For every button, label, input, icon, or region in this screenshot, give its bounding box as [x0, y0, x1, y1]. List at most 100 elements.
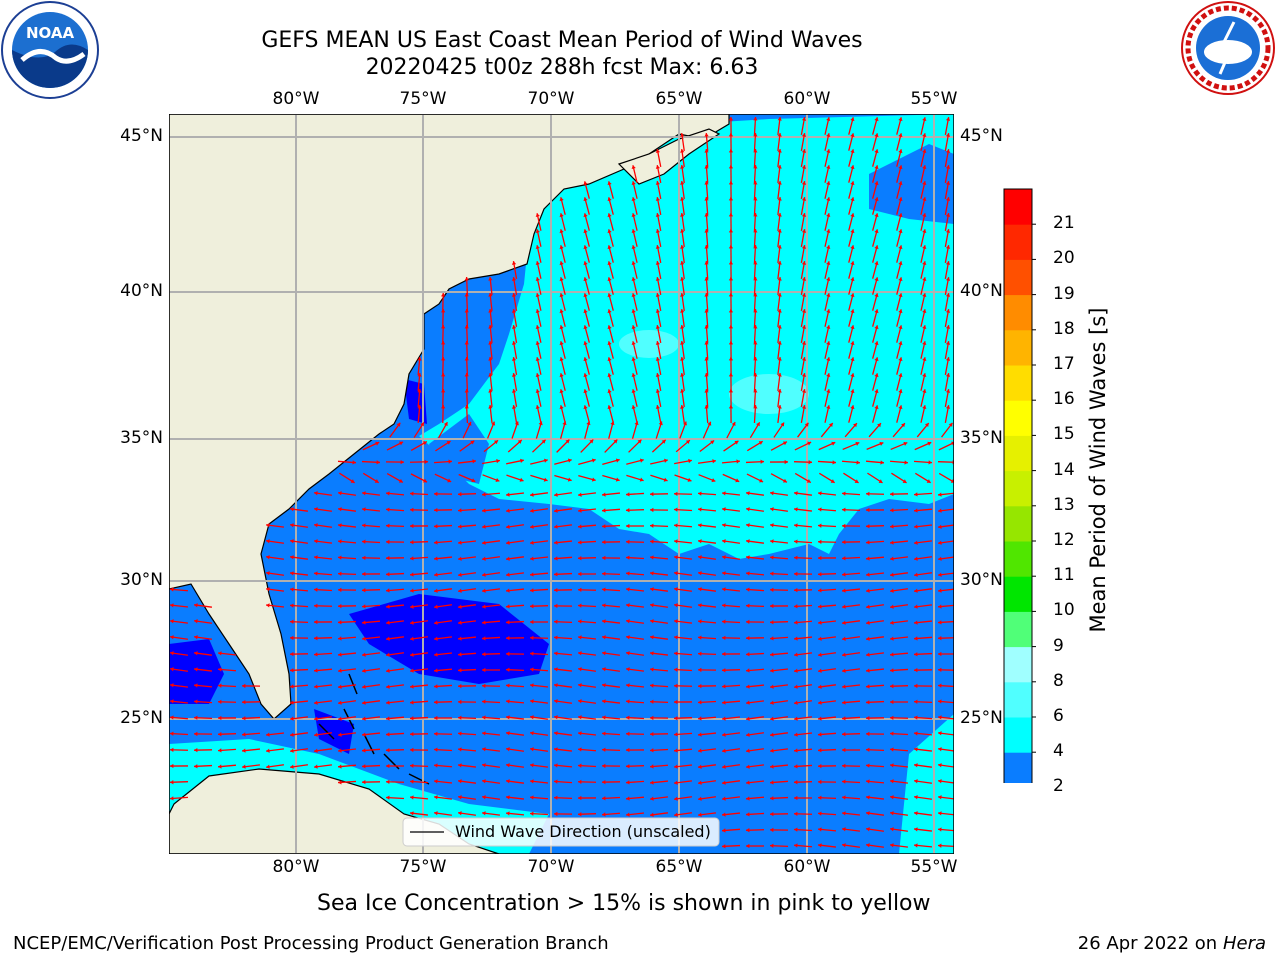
wind-wave-arrow [265, 748, 285, 753]
wind-wave-arrow [337, 620, 357, 625]
wave-period-2-4-patch [869, 144, 954, 224]
wind-wave-arrow [728, 292, 734, 312]
wind-wave-arrow [655, 261, 662, 279]
wind-wave-arrow [628, 439, 642, 453]
wind-wave-arrow [872, 197, 879, 215]
wind-wave-arrow [433, 715, 453, 721]
wind-wave-arrow [535, 421, 543, 439]
wind-wave-arrow [872, 181, 879, 199]
wind-wave-arrow [728, 308, 734, 328]
wind-wave-arrow [889, 491, 909, 497]
wind-wave-arrow [753, 372, 758, 392]
wind-wave-arrow [704, 244, 709, 264]
wind-wave-arrow [535, 373, 542, 391]
wind-wave-arrow [944, 117, 951, 135]
colorbar-label: Mean Period of Wind Waves [s] [1086, 307, 1110, 633]
wind-wave-arrow [848, 245, 855, 263]
wind-wave-arrow [529, 524, 549, 529]
wind-wave-arrow [655, 229, 662, 247]
wind-wave-arrow [697, 555, 717, 560]
wind-wave-arrow [937, 556, 954, 561]
colorbar-segment [1004, 329, 1032, 366]
wind-wave-arrow [868, 422, 882, 438]
wind-wave-arrow [481, 715, 501, 720]
wind-wave-arrow [841, 620, 861, 625]
wind-wave-arrow [337, 603, 357, 609]
colorbar-segment [1004, 294, 1032, 331]
wind-wave-arrow [553, 747, 573, 752]
wind-wave-arrow [817, 636, 837, 641]
wind-wave-arrow [441, 324, 446, 344]
wind-wave-arrow [481, 604, 501, 609]
wind-wave-arrow [872, 229, 879, 247]
wind-wave-arrow [488, 308, 493, 328]
wind-wave-arrow [532, 439, 546, 453]
wind-wave-arrow [865, 620, 885, 625]
wind-wave-arrow [889, 684, 909, 689]
wind-wave-arrow [601, 731, 621, 736]
wind-wave-arrow [313, 619, 333, 625]
wind-wave-arrow [704, 388, 709, 408]
wind-wave-arrow [505, 683, 525, 688]
wind-wave-arrow [577, 779, 597, 784]
wind-wave-arrow [361, 588, 381, 593]
wind-wave-arrow [865, 763, 885, 768]
wind-wave-arrow [511, 341, 518, 359]
wind-wave-arrow [601, 635, 621, 640]
wind-wave-arrow [746, 440, 764, 452]
wind-wave-arrow [865, 684, 885, 689]
wind-wave-arrow [584, 421, 591, 439]
wind-wave-arrow [553, 635, 573, 640]
wind-wave-arrow [872, 149, 879, 167]
wind-wave-arrow [769, 620, 789, 625]
wind-wave-arrow [651, 439, 667, 453]
wind-wave-arrow [607, 373, 614, 391]
wind-wave-arrow [559, 405, 566, 423]
wind-wave-arrow [481, 492, 501, 497]
wave-period-lt2-patch [349, 594, 549, 684]
colorbar-segment [1004, 365, 1032, 401]
wind-wave-arrow [337, 684, 357, 689]
wind-wave-arrow [649, 812, 669, 817]
wind-wave-arrow [481, 683, 501, 688]
wind-wave-arrow [865, 715, 885, 721]
wind-wave-arrow [824, 405, 831, 423]
lon-label-bottom: 55°W [910, 857, 958, 877]
wind-wave-arrow [673, 603, 693, 608]
wind-wave-arrow [698, 474, 716, 483]
wind-wave-arrow [511, 389, 518, 407]
wind-wave-arrow [704, 260, 709, 280]
wind-wave-arrow [848, 341, 855, 359]
wind-wave-arrow [649, 523, 669, 528]
wind-wave-arrow [464, 324, 469, 344]
wind-wave-arrow [721, 571, 741, 576]
wind-wave-arrow [511, 405, 518, 423]
wind-wave-arrow [488, 404, 493, 424]
wind-wave-arrow [721, 651, 741, 657]
wave-period-6-8-patch [729, 374, 809, 414]
wind-wave-arrow [361, 732, 381, 737]
wind-wave-arrow [193, 764, 213, 769]
wind-wave-arrow [865, 524, 885, 529]
wind-wave-arrow [554, 474, 572, 482]
wind-wave-arrow [872, 357, 879, 375]
wind-wave-arrow [410, 440, 428, 452]
colorbar-tick-label: 4 [1053, 741, 1064, 762]
wind-wave-arrow [937, 779, 954, 784]
wind-wave-arrow [680, 260, 685, 280]
wind-wave-arrow [553, 667, 573, 672]
wind-wave-arrow [631, 373, 638, 391]
wind-wave-arrow [650, 474, 668, 482]
wind-wave-arrow [457, 588, 477, 593]
wind-wave-arrow [769, 700, 789, 705]
wind-wave-arrow [193, 667, 213, 672]
wind-wave-arrow [553, 779, 573, 784]
wind-wave-arrow [841, 716, 861, 721]
wind-wave-arrow [824, 181, 831, 199]
wind-wave-arrow [607, 389, 614, 407]
wind-wave-arrow [313, 748, 333, 753]
wind-wave-arrow [728, 260, 734, 280]
wind-wave-arrow [389, 422, 401, 438]
wind-wave-arrow [511, 277, 518, 295]
wind-wave-arrow [529, 667, 549, 672]
